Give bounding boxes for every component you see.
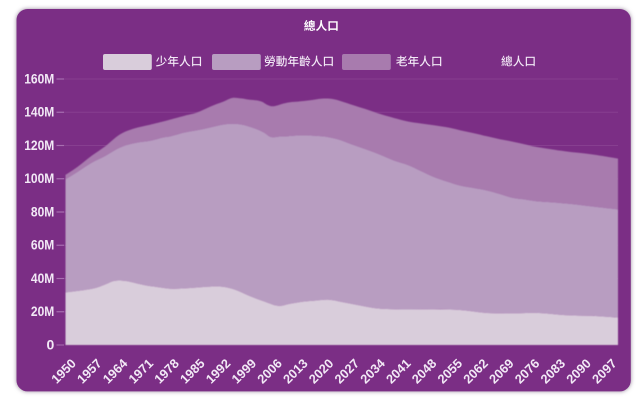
svg-text:120M: 120M [24, 137, 54, 153]
svg-text:140M: 140M [24, 104, 54, 120]
svg-text:160M: 160M [24, 70, 54, 86]
svg-text:100M: 100M [24, 170, 54, 186]
svg-text:0: 0 [47, 336, 55, 352]
svg-text:60M: 60M [31, 237, 54, 253]
svg-text:80M: 80M [31, 203, 54, 219]
svg-text:20M: 20M [31, 303, 54, 319]
svg-text:40M: 40M [31, 270, 54, 286]
